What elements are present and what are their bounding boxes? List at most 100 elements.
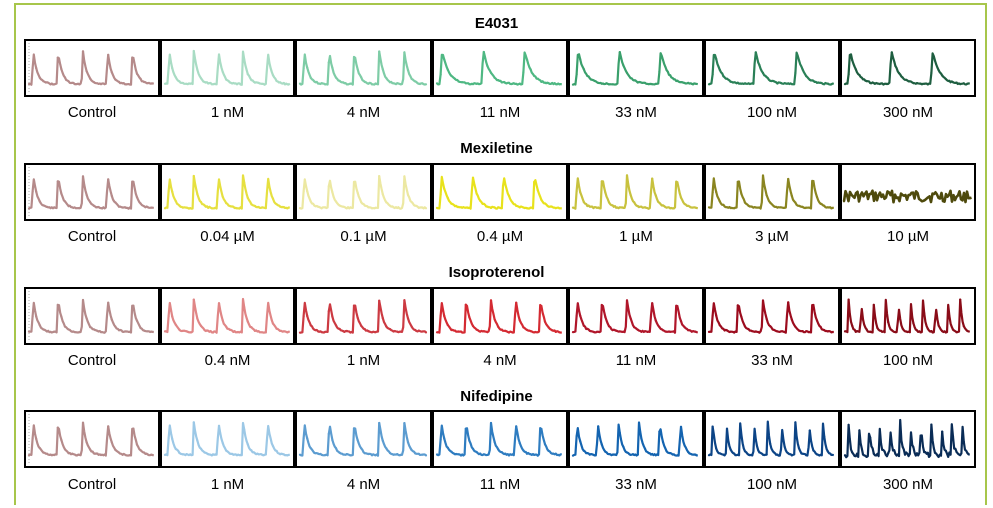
trace-point	[497, 448, 500, 451]
trace-point	[854, 330, 857, 333]
trace-point	[851, 324, 854, 327]
trace-point	[597, 206, 600, 209]
concentration-label: 0.4 µM	[476, 228, 524, 245]
concentration-label: 1 nM	[210, 476, 245, 493]
trace-point	[446, 196, 449, 200]
concentration-label: 10 µM	[887, 228, 929, 245]
trace-point	[937, 324, 940, 327]
trace-point	[349, 331, 352, 334]
trace-point	[676, 79, 679, 82]
trace-point	[571, 206, 575, 209]
trace-point	[769, 325, 772, 328]
trace-point	[56, 180, 59, 183]
trace-point	[797, 447, 801, 450]
trace-point	[89, 448, 92, 451]
trace-point	[547, 449, 550, 452]
trace-point	[275, 79, 278, 83]
trace-point	[926, 327, 929, 330]
trace-point	[966, 329, 969, 333]
trace-point	[661, 440, 665, 444]
trace-point	[60, 315, 63, 318]
trace-point	[67, 205, 70, 208]
trace-point	[114, 78, 117, 81]
trace-point	[67, 80, 70, 83]
trace-point	[60, 192, 63, 195]
trace-point	[174, 200, 177, 203]
trace-point	[261, 331, 264, 334]
trace-point	[687, 329, 690, 332]
trace-point	[823, 435, 826, 438]
trace-point	[63, 76, 67, 79]
trace-series-line	[436, 299, 562, 334]
trace-point	[765, 453, 768, 456]
trace-point	[196, 68, 199, 71]
trace-point	[439, 193, 442, 196]
trace-point	[132, 180, 135, 183]
trace-point	[121, 453, 124, 456]
trace-point	[264, 207, 267, 210]
trace-panel	[432, 163, 568, 221]
trace-point	[747, 82, 750, 85]
trace-point	[772, 80, 775, 83]
trace-point	[410, 200, 413, 204]
trace-point	[948, 451, 951, 454]
trace-point	[851, 195, 855, 198]
trace-point	[611, 83, 614, 86]
trace-point	[540, 80, 543, 83]
trace-point	[951, 435, 955, 438]
trace-point	[543, 81, 547, 84]
trace-point	[694, 82, 697, 85]
trace-point	[464, 303, 467, 306]
trace-point	[522, 326, 525, 329]
trace-point	[89, 77, 92, 80]
trace-point	[349, 206, 352, 209]
trace-point	[225, 449, 228, 452]
trace-point	[302, 315, 305, 318]
trace-point	[951, 81, 955, 84]
trace-point	[446, 68, 449, 71]
trace-point	[571, 83, 575, 86]
trace-point	[96, 329, 99, 332]
trace-point	[665, 206, 668, 209]
trace-point	[658, 326, 661, 329]
trace-point	[754, 438, 757, 441]
trace-point	[582, 324, 585, 327]
trace-series-line	[165, 297, 290, 334]
trace-point	[275, 449, 278, 452]
trace-point	[955, 195, 958, 198]
trace-point	[679, 81, 683, 84]
trace-point	[132, 56, 135, 60]
trace-point	[901, 445, 904, 448]
trace-point	[897, 454, 901, 458]
trace-point	[733, 452, 736, 455]
trace-point	[551, 452, 554, 455]
trace-point	[600, 443, 603, 446]
trace-point	[489, 71, 493, 74]
trace-point	[941, 74, 944, 77]
trace-point	[261, 453, 264, 456]
trace-point	[392, 206, 395, 209]
trace-point	[239, 83, 242, 86]
trace-point	[253, 452, 257, 455]
trace-point	[107, 178, 110, 181]
trace-point	[743, 325, 747, 328]
trace-plot	[27, 414, 154, 464]
trace-point	[797, 204, 801, 207]
trace-point	[214, 453, 217, 456]
trace-point	[471, 83, 475, 86]
trace-point	[27, 207, 31, 210]
trace-point	[923, 451, 926, 454]
trace-point	[121, 82, 124, 85]
trace-point	[876, 326, 879, 330]
trace-point	[143, 329, 146, 332]
trace-point	[515, 301, 518, 304]
trace-point	[805, 454, 808, 457]
trace-point	[468, 206, 471, 209]
trace-point	[790, 454, 793, 457]
trace-point	[146, 206, 149, 209]
trace-point	[579, 191, 582, 194]
trace-point	[363, 204, 366, 207]
trace-point	[42, 451, 45, 454]
trace-point	[114, 448, 117, 451]
trace-point	[67, 452, 70, 455]
